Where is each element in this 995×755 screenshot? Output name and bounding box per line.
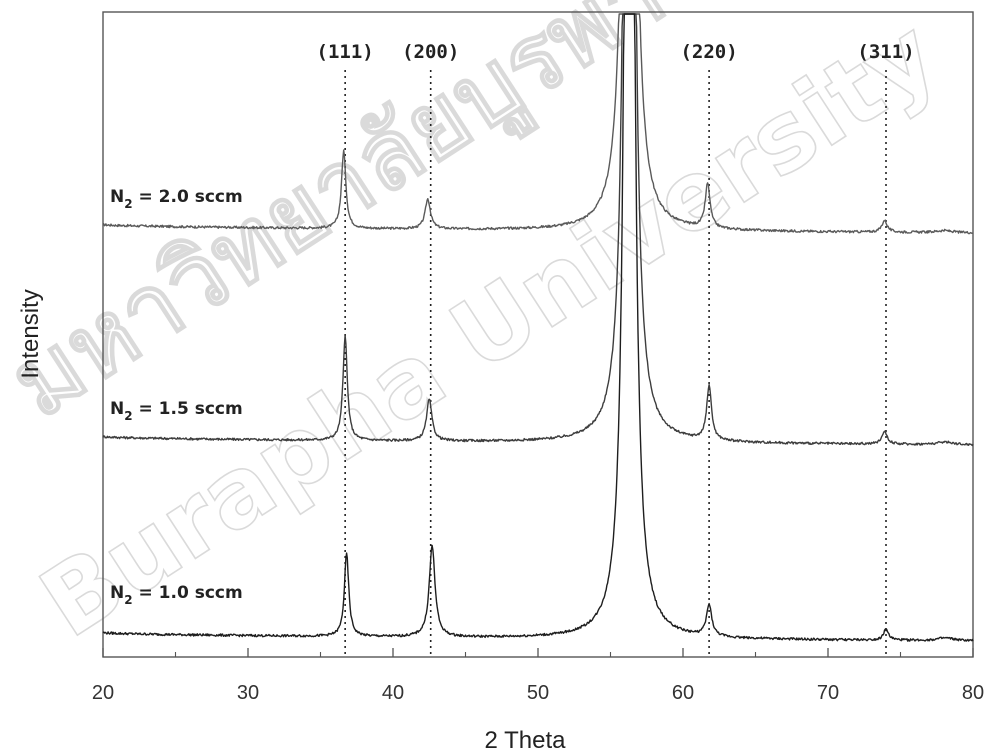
series-line	[102, 13, 974, 447]
y-axis-title: Intensity	[17, 289, 44, 378]
x-tick-label: 20	[92, 682, 114, 704]
x-axis-title: 2 Theta	[485, 727, 567, 754]
peak-label: (111)	[317, 41, 374, 63]
series-traces	[102, 13, 974, 642]
x-ticks: 20 30 40 50 60 70 80	[92, 648, 984, 704]
x-tick-label: 30	[237, 682, 259, 704]
x-tick-label: 50	[527, 682, 549, 704]
series-line	[102, 13, 974, 642]
x-tick-label: 60	[672, 682, 694, 704]
x-tick-label: 80	[962, 682, 984, 704]
annotation-labels: (111) (200) (220) (311) N2 = 2.0 sccm N2 = 1.…	[110, 41, 915, 607]
series-label: N2 = 1.0 sccm	[110, 583, 243, 607]
peak-label: (200)	[402, 41, 459, 63]
series-label: N2 = 2.0 sccm	[110, 187, 243, 211]
peak-label: (311)	[857, 41, 914, 63]
series-line	[102, 13, 973, 235]
peak-label: (220)	[680, 41, 737, 63]
watermark: มหาวิทยาลัยบูรพา Burapha University	[0, 0, 957, 660]
x-tick-label: 70	[817, 682, 839, 704]
x-tick-label: 40	[382, 682, 404, 704]
series-label: N2 = 1.5 sccm	[110, 399, 243, 423]
